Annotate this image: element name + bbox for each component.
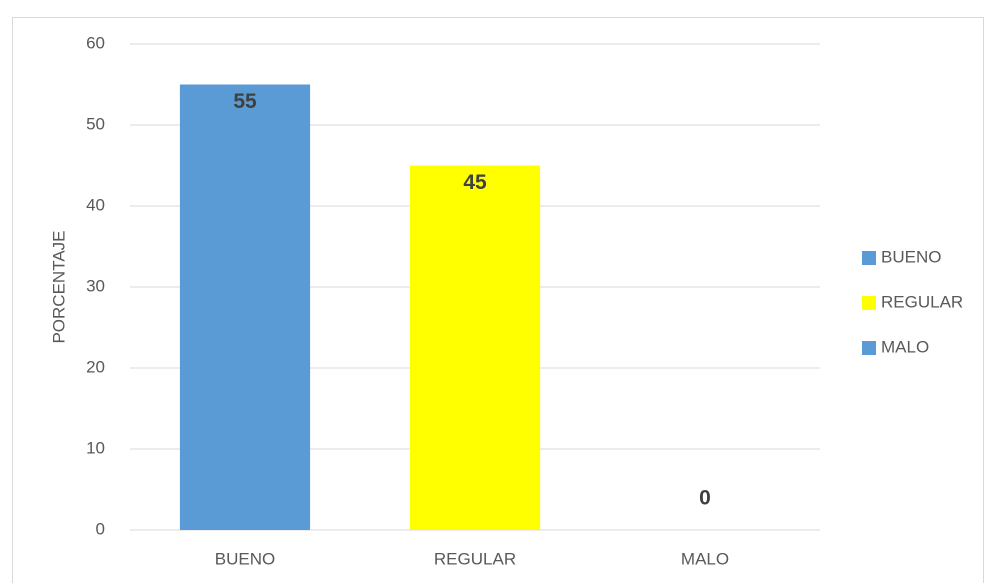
y-tick-label: 40 (86, 195, 105, 214)
y-tick-label: 0 (96, 519, 105, 538)
bar (409, 165, 541, 530)
legend-swatch (862, 251, 876, 265)
data-label: 45 (463, 171, 487, 194)
legend-label: BUENO (881, 247, 941, 266)
y-tick-label: 20 (86, 357, 105, 376)
y-tick-label: 60 (86, 33, 105, 52)
x-tick-label: BUENO (215, 549, 275, 568)
y-tick-label: 30 (86, 276, 105, 295)
legend-swatch (862, 296, 876, 310)
y-tick-label: 50 (86, 114, 105, 133)
y-tick-label: 10 (86, 438, 105, 457)
legend-swatch (862, 341, 876, 355)
x-tick-label: REGULAR (434, 549, 516, 568)
bar (179, 84, 311, 530)
y-axis-label: PORCENTAJE (49, 230, 68, 343)
legend-label: REGULAR (881, 292, 963, 311)
data-label: 0 (699, 487, 711, 510)
data-label: 55 (233, 90, 257, 113)
x-tick-label: MALO (681, 549, 729, 568)
legend-label: MALO (881, 337, 929, 356)
